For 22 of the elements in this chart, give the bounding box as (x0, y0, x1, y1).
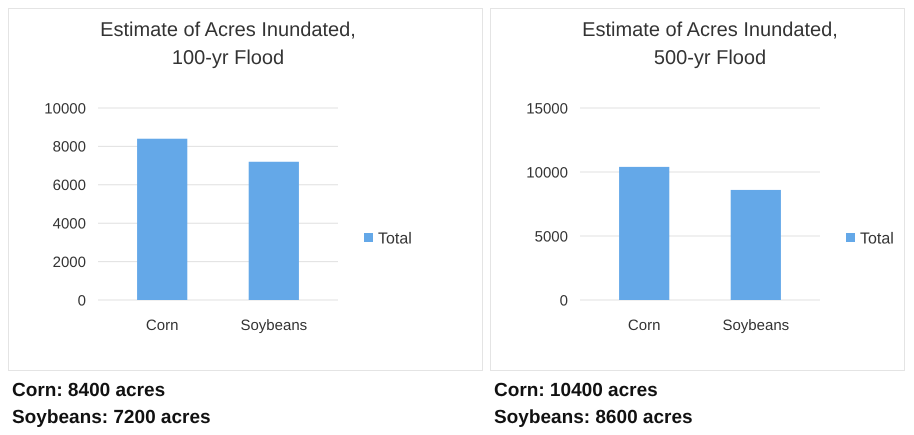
y-tick-label: 6000 (52, 177, 86, 194)
y-tick-label: 0 (560, 292, 568, 310)
chart-title: Estimate of Acres Inundated, 100-yr Flood (100, 19, 356, 69)
text: Soybeans: 8600 acres (494, 407, 693, 428)
legend-label: Total (378, 230, 412, 248)
y-tick-label: 10000 (44, 100, 86, 118)
text: Corn: 8400 acres (12, 380, 166, 401)
text: Corn: 10400 acres (494, 380, 658, 401)
y-tick-label: 15000 (526, 100, 568, 118)
y-tick-label: 8000 (52, 138, 86, 156)
y-tick-label: 5000 (534, 228, 568, 246)
text: Soybeans: 7200 acres (12, 407, 211, 428)
x-tick-label: Soybeans (240, 317, 308, 334)
x-tick-label: Soybeans (722, 317, 790, 334)
y-tick-label: 4000 (52, 215, 86, 232)
y-tick-label: 0 (78, 292, 86, 310)
y-tick-label: 10000 (526, 164, 568, 182)
x-tick-label: Corn (628, 317, 660, 334)
y-tick-label: 2000 (52, 254, 86, 271)
chart-title: Estimate of Acres Inundated, 500-yr Flood (582, 19, 838, 69)
x-tick-label: Corn (146, 317, 178, 334)
legend-label: Total (860, 230, 894, 248)
